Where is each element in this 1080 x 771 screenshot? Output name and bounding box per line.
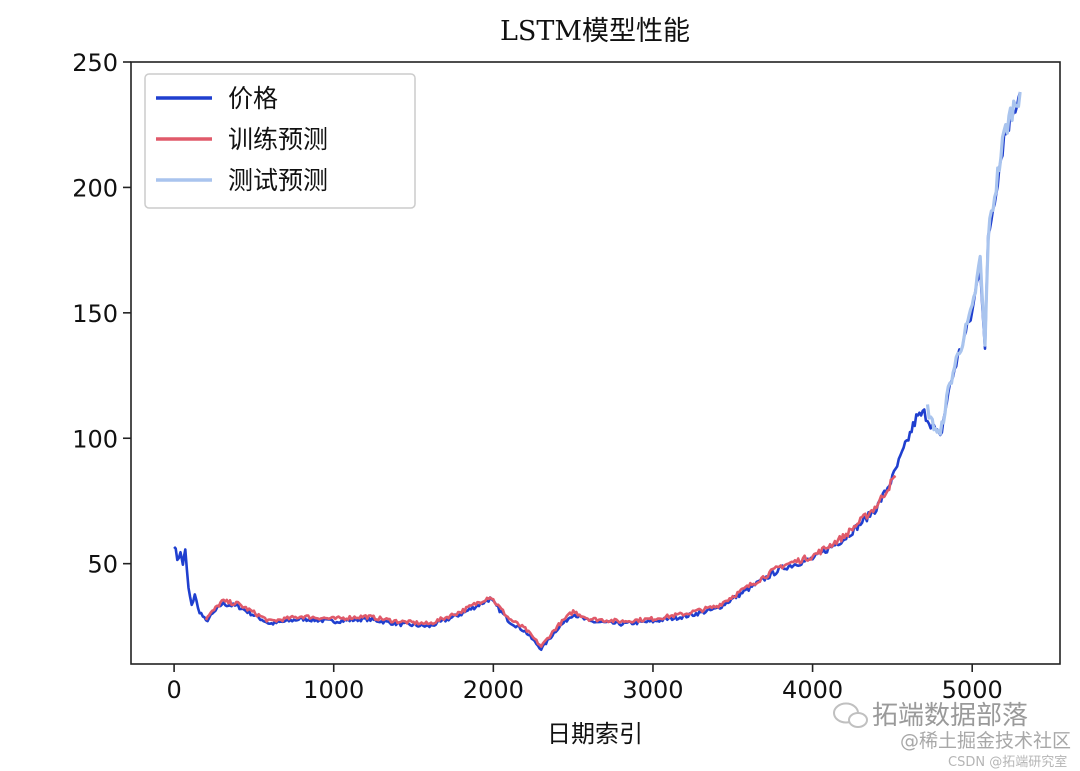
chart-title: LSTM模型性能 xyxy=(500,16,690,47)
x-tick-label-1: 1000 xyxy=(303,676,364,704)
x-axis-label: 日期索引 xyxy=(547,720,643,748)
y-tick-label-3: 200 xyxy=(72,174,118,202)
y-tick-label-4: 250 xyxy=(72,49,118,77)
legend-label-train: 训练预测 xyxy=(228,125,328,154)
ticks: 0 1000 2000 3000 4000 5000 50 100 150 200 250 xyxy=(72,49,1003,704)
series-line-train xyxy=(204,474,897,648)
x-tick-label-4: 4000 xyxy=(782,676,843,704)
y-tick-label-1: 100 xyxy=(72,425,118,453)
y-tick-label-0: 50 xyxy=(87,551,118,579)
series-line-test xyxy=(925,91,1022,436)
watermark-line3: CSDN @拓端研究室 xyxy=(948,754,1067,770)
x-tick-label-5: 5000 xyxy=(942,676,1003,704)
legend-label-test: 测试预测 xyxy=(228,166,328,195)
watermark-line2: @稀土掘金技术社区 xyxy=(900,730,1071,752)
x-tick-label-0: 0 xyxy=(166,676,181,704)
watermark: 拓端数据部落 @稀土掘金技术社区 CSDN @拓端研究室 xyxy=(833,701,1071,770)
x-tick-label-2: 2000 xyxy=(463,676,524,704)
x-tick-label-3: 3000 xyxy=(622,676,683,704)
series-lines xyxy=(173,91,1022,651)
watermark-line1: 拓端数据部落 xyxy=(872,701,1028,731)
legend: 价格 训练预测 测试预测 xyxy=(144,73,416,209)
y-tick-label-2: 150 xyxy=(72,300,118,328)
legend-frame xyxy=(144,73,416,209)
wechat-icon xyxy=(833,702,868,728)
legend-label-price: 价格 xyxy=(228,84,278,113)
